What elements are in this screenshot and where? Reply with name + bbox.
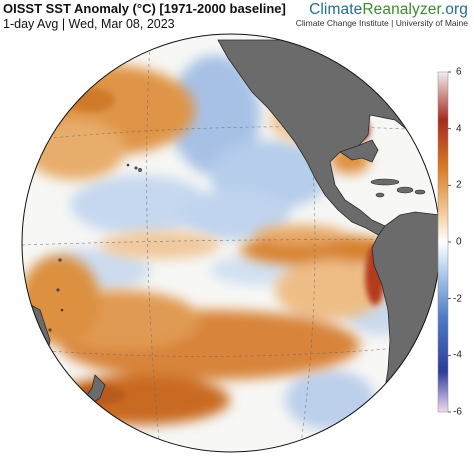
colorbar-ticks xyxy=(448,71,451,413)
brand-part-reanalyzer: Reanalyzer xyxy=(362,1,441,18)
gulf-coast xyxy=(339,139,379,163)
colorbar xyxy=(437,71,449,413)
caribbean-islands xyxy=(370,178,426,198)
colorbar-tick-label: -2 xyxy=(453,293,462,305)
colorbar-tick-label: 2 xyxy=(456,179,462,191)
colorbar-tick-label: -6 xyxy=(453,406,462,418)
brand-part-org: .org xyxy=(440,1,468,18)
map-title: OISST SST Anomaly (°C) [1971-2000 baseli… xyxy=(3,1,286,16)
colorbar-tick-label: -4 xyxy=(453,349,462,361)
colorbar-tick-label: 4 xyxy=(456,123,462,135)
brand-part-climate: Climate xyxy=(309,1,363,18)
colorbar-tick-label: 6 xyxy=(456,66,462,78)
pacific-islands xyxy=(48,163,142,332)
map-subtitle: 1-day Avg | Wed, Mar 08, 2023 xyxy=(3,17,175,31)
brand-logo[interactable]: ClimateReanalyzer.org Climate Change Ins… xyxy=(296,1,468,29)
brand-subtitle: Climate Change Institute | University of… xyxy=(295,18,468,28)
colorbar-tick-label: 0 xyxy=(456,236,462,248)
warm-anomaly-regions xyxy=(22,65,400,425)
brand-name: ClimateReanalyzer.org xyxy=(296,1,468,18)
